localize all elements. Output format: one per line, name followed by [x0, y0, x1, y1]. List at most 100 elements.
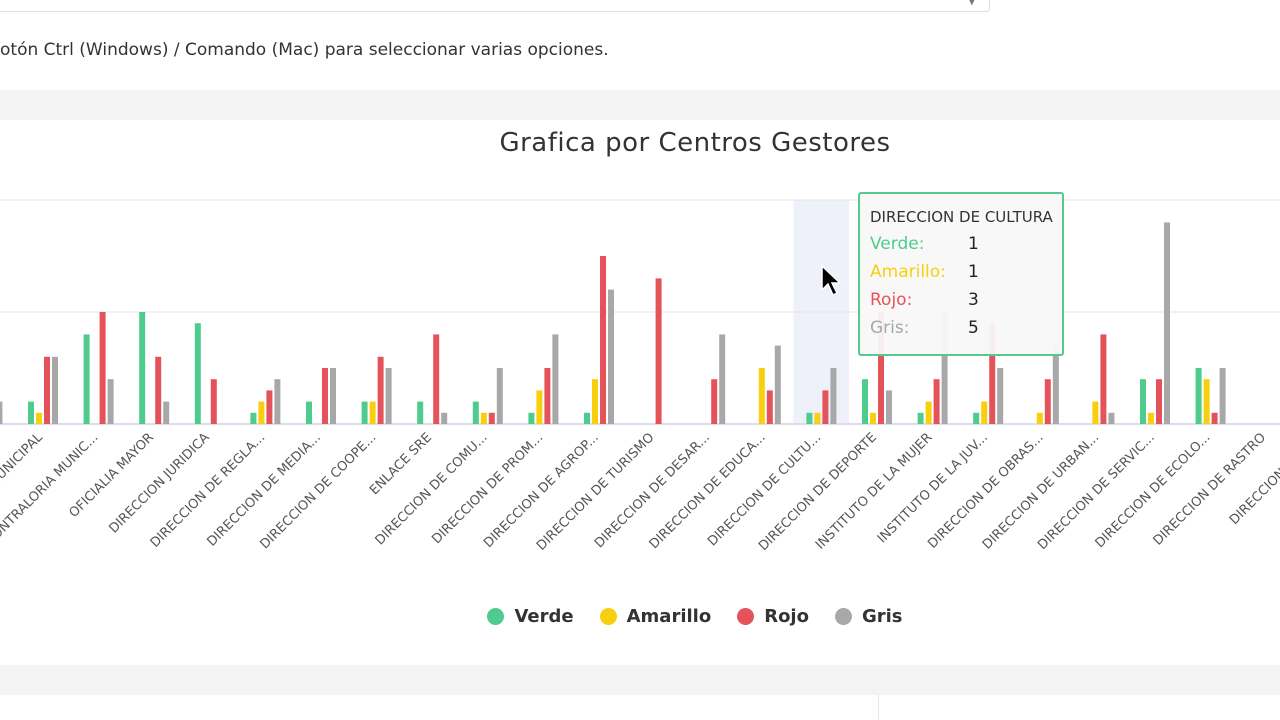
bar-rojo[interactable]: [655, 278, 662, 424]
bar-verde[interactable]: [250, 412, 257, 424]
bar-rojo[interactable]: [322, 368, 328, 424]
x-tick-label: DIRECCION DE COOPE...: [257, 430, 379, 552]
bar-rojo[interactable]: [822, 390, 829, 424]
bar-amarillo[interactable]: [536, 390, 543, 424]
bar-rojo[interactable]: [44, 356, 50, 424]
bar-verde[interactable]: [361, 401, 368, 424]
x-tick-label: DIRECCION DE MEDIA...: [204, 430, 323, 549]
x-tick-label: DIRECCION DE DESAR...: [592, 430, 713, 551]
bar-amarillo[interactable]: [592, 379, 598, 424]
tooltip-row: Amarillo: 1: [870, 262, 979, 282]
bar-amarillo[interactable]: [1092, 401, 1099, 424]
bar-verde[interactable]: [806, 412, 813, 424]
bar-gris[interactable]: [830, 368, 837, 424]
bar-gris[interactable]: [552, 334, 559, 424]
bar-rojo[interactable]: [377, 356, 384, 424]
bar-gris[interactable]: [330, 368, 336, 424]
x-tick-label: DIRECCION DE COMU...: [373, 430, 491, 548]
bar-gris[interactable]: [1219, 368, 1226, 424]
tooltip-row: Gris: 5: [870, 318, 979, 338]
legend-dot: [599, 608, 617, 625]
x-tick-label: DIRECCION DE TURISMO: [534, 430, 657, 553]
bar-rojo[interactable]: [210, 379, 217, 424]
bar-rojo[interactable]: [433, 334, 440, 424]
bar-rojo[interactable]: [878, 312, 884, 424]
bar-amarillo[interactable]: [758, 368, 765, 424]
bar-verde[interactable]: [1140, 379, 1146, 424]
bar-verde[interactable]: [472, 401, 479, 424]
bar-amarillo[interactable]: [369, 401, 376, 424]
bar-rojo[interactable]: [600, 256, 606, 424]
bar-gris[interactable]: [274, 379, 281, 424]
bar-verde[interactable]: [1195, 368, 1202, 424]
x-tick-label: DIRECCION DE OBRAS...: [925, 430, 1046, 551]
bar-verde[interactable]: [973, 412, 980, 424]
bar-rojo[interactable]: [99, 312, 106, 424]
bar-verde[interactable]: [528, 412, 535, 424]
bar-verde[interactable]: [417, 401, 424, 424]
bar-gris[interactable]: [163, 401, 170, 424]
bar-amarillo[interactable]: [925, 401, 932, 424]
x-tick-label: DIRECCION JURIDICA: [106, 430, 212, 536]
legend-dot: [487, 608, 505, 625]
bar-rojo[interactable]: [488, 412, 495, 424]
x-tick-label: DIRECCION DE URBAN...: [980, 430, 1102, 552]
bar-gris[interactable]: [886, 390, 892, 424]
bar-gris[interactable]: [941, 312, 948, 424]
section-divider: [0, 665, 1280, 695]
legend-item-amarillo[interactable]: Amarillo: [599, 606, 711, 627]
bar-amarillo[interactable]: [1148, 412, 1154, 424]
bar-gris[interactable]: [1052, 345, 1059, 424]
section-divider: [0, 90, 1280, 120]
bar-gris[interactable]: [608, 289, 614, 424]
bar-verde[interactable]: [862, 379, 868, 424]
bar-rojo[interactable]: [1156, 379, 1162, 424]
bar-rojo[interactable]: [711, 379, 718, 424]
bar-rojo[interactable]: [766, 390, 773, 424]
bar-gris[interactable]: [0, 401, 3, 424]
bar-amarillo[interactable]: [1036, 412, 1043, 424]
bar-amarillo[interactable]: [814, 412, 821, 424]
x-tick-label: DIRECCION DE AGROP...: [481, 430, 602, 551]
bar-verde[interactable]: [917, 412, 924, 424]
bar-rojo[interactable]: [155, 356, 162, 424]
chevron-down-icon[interactable]: ▼: [968, 0, 976, 7]
bar-gris[interactable]: [52, 356, 58, 424]
bar-gris[interactable]: [441, 412, 448, 424]
bar-rojo[interactable]: [989, 323, 996, 424]
bar-verde[interactable]: [194, 323, 201, 424]
bar-gris[interactable]: [107, 379, 114, 424]
bar-gris[interactable]: [1108, 412, 1115, 424]
bar-gris[interactable]: [385, 368, 392, 424]
bar-amarillo[interactable]: [870, 412, 876, 424]
bar-gris[interactable]: [1164, 222, 1170, 424]
bar-gris[interactable]: [774, 345, 781, 424]
bar-gris[interactable]: [496, 368, 503, 424]
legend-item-verde[interactable]: Verde: [487, 606, 574, 627]
bar-verde[interactable]: [584, 412, 590, 424]
bar-verde[interactable]: [83, 334, 90, 424]
bar-gris[interactable]: [719, 334, 726, 424]
bar-verde[interactable]: [28, 401, 34, 424]
bar-rojo[interactable]: [544, 368, 551, 424]
legend-item-rojo[interactable]: Rojo: [737, 606, 809, 627]
bar-verde[interactable]: [306, 401, 312, 424]
bar-amarillo[interactable]: [1203, 379, 1210, 424]
bar-amarillo[interactable]: [480, 412, 487, 424]
bar-amarillo[interactable]: [258, 401, 265, 424]
bar-rojo[interactable]: [1211, 412, 1218, 424]
bar-rojo[interactable]: [933, 379, 940, 424]
legend-item-gris[interactable]: Gris: [834, 606, 903, 627]
x-tick-label: DIRECCION DE EDUCA...: [647, 430, 769, 552]
multi-select-input[interactable]: [0, 0, 990, 12]
bar-rojo[interactable]: [1100, 334, 1107, 424]
bar-rojo[interactable]: [266, 390, 273, 424]
bar-rojo[interactable]: [1044, 379, 1051, 424]
bar-verde[interactable]: [139, 312, 146, 424]
x-tick-label: DIRECCION DE DEPORTE: [756, 430, 880, 554]
bar-amarillo[interactable]: [36, 412, 42, 424]
x-tick-label: DIRECCION DE SERVIC...: [1035, 430, 1158, 553]
bar-amarillo[interactable]: [981, 401, 988, 424]
bar-gris[interactable]: [997, 368, 1004, 424]
